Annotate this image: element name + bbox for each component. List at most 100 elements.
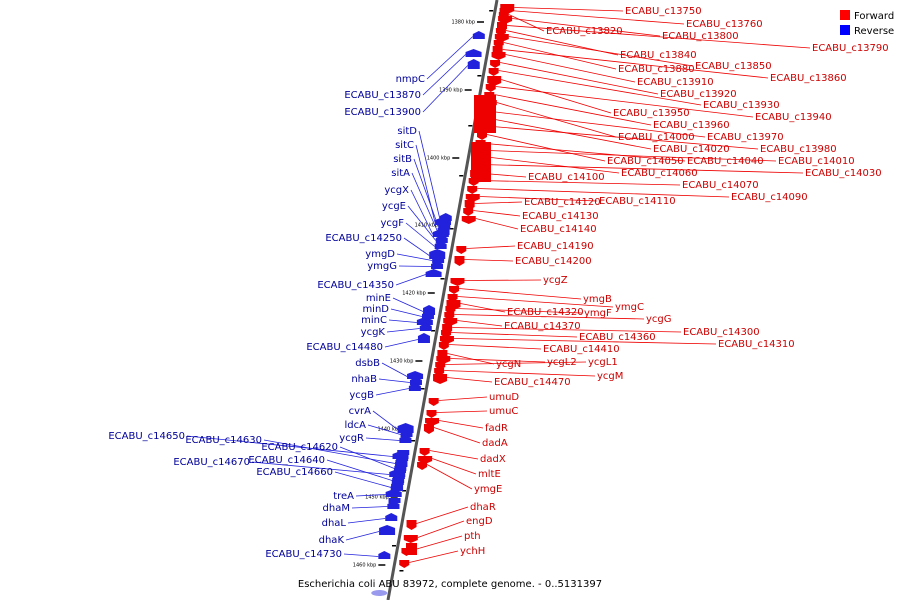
reverse-gene-label[interactable]: ECABU_c14620: [261, 442, 338, 453]
forward-gene-label[interactable]: dadA: [482, 438, 508, 449]
reverse-gene-label[interactable]: ECABU_c14730: [265, 549, 342, 560]
forward-gene-label[interactable]: ECABU_c13880: [618, 64, 695, 75]
reverse-gene-label[interactable]: ECABU_c14250: [325, 233, 402, 244]
reverse-gene-label[interactable]: ECABU_c14660: [256, 467, 333, 478]
forward-gene-label[interactable]: ECABU_c14300: [683, 327, 760, 338]
forward-gene-glyph[interactable]: [467, 186, 478, 194]
reverse-gene-block[interactable]: [389, 492, 402, 497]
reverse-gene-glyph[interactable]: [472, 31, 485, 39]
forward-gene-glyph[interactable]: [406, 520, 417, 530]
reverse-gene-label[interactable]: ECABU_c14670: [173, 457, 250, 468]
forward-gene-label[interactable]: ECABU_c14070: [682, 180, 759, 191]
forward-gene-glyph[interactable]: [485, 84, 496, 92]
forward-gene-label[interactable]: ECABU_c13850: [695, 61, 772, 72]
forward-gene-glyph[interactable]: [490, 60, 501, 68]
reverse-gene-glyph[interactable]: [397, 423, 414, 433]
forward-gene-glyph[interactable]: [423, 424, 434, 434]
reverse-gene-glyph[interactable]: [399, 435, 412, 443]
forward-gene-label[interactable]: ECABU_c14120: [524, 197, 601, 208]
forward-gene-label[interactable]: ymgF: [584, 308, 612, 319]
reverse-gene-block[interactable]: [390, 486, 403, 491]
reverse-gene-label[interactable]: ECABU_c13900: [344, 107, 421, 118]
forward-gene-label[interactable]: ECABU_c13760: [686, 19, 763, 30]
reverse-gene-glyph[interactable]: [400, 429, 413, 437]
reverse-gene-glyph[interactable]: [378, 551, 391, 559]
reverse-gene-label[interactable]: minD: [362, 304, 389, 315]
reverse-gene-block[interactable]: [393, 468, 406, 473]
reverse-gene-label[interactable]: ECABU_c14650: [108, 431, 185, 442]
reverse-gene-glyph[interactable]: [432, 255, 445, 263]
forward-gene-label[interactable]: ECABU_c13910: [637, 77, 714, 88]
forward-gene-label[interactable]: ECABU_c14110: [599, 196, 676, 207]
forward-gene-label[interactable]: ECABU_c14030: [805, 168, 882, 179]
forward-gene-label[interactable]: ECABU_c14360: [579, 332, 656, 343]
reverse-gene-glyph[interactable]: [435, 235, 448, 243]
forward-gene-label[interactable]: ycgL1: [588, 357, 618, 368]
reverse-gene-glyph[interactable]: [429, 249, 446, 259]
forward-gene-label[interactable]: ECABU_c14000: [618, 132, 695, 143]
forward-gene-label[interactable]: ycgM: [597, 371, 623, 382]
forward-gene-label[interactable]: ycgN: [496, 359, 521, 370]
forward-gene-glyph[interactable]: [477, 132, 488, 140]
forward-gene-block[interactable]: [474, 95, 496, 133]
forward-gene-glyph[interactable]: [419, 448, 430, 456]
forward-gene-label[interactable]: ECABU_c13750: [625, 6, 702, 17]
forward-gene-glyph[interactable]: [428, 398, 439, 406]
forward-gene-label[interactable]: ECABU_c13920: [660, 89, 737, 100]
reverse-gene-block[interactable]: [371, 590, 388, 596]
forward-gene-label[interactable]: ymgC: [615, 302, 644, 313]
forward-gene-label[interactable]: dadX: [480, 454, 506, 465]
forward-gene-label[interactable]: ECABU_c13960: [653, 120, 730, 131]
forward-gene-label[interactable]: pth: [464, 531, 481, 542]
forward-gene-glyph[interactable]: [487, 76, 502, 86]
forward-gene-label[interactable]: ECABU_c14190: [517, 241, 594, 252]
reverse-gene-label[interactable]: ycgX: [384, 185, 409, 196]
reverse-gene-label[interactable]: dsbB: [355, 358, 380, 369]
forward-gene-label[interactable]: ECABU_c13940: [755, 112, 832, 123]
reverse-gene-label[interactable]: ECABU_c14630: [185, 435, 262, 446]
forward-gene-glyph[interactable]: [433, 374, 448, 384]
reverse-gene-label[interactable]: dhaM: [323, 503, 350, 514]
reverse-gene-label[interactable]: dhaL: [322, 518, 347, 529]
reverse-gene-label[interactable]: cvrA: [349, 406, 372, 417]
reverse-gene-block[interactable]: [387, 504, 400, 509]
forward-gene-label[interactable]: ycgG: [646, 314, 672, 325]
forward-gene-label[interactable]: dhaR: [470, 502, 496, 513]
forward-gene-label[interactable]: ECABU_c14140: [520, 224, 597, 235]
forward-gene-glyph[interactable]: [464, 200, 475, 210]
forward-gene-glyph[interactable]: [403, 535, 418, 543]
forward-gene-label[interactable]: ECABU_c14060: [621, 168, 698, 179]
reverse-gene-label[interactable]: sitB: [393, 154, 412, 165]
reverse-gene-label[interactable]: ECABU_c13870: [344, 90, 421, 101]
reverse-gene-glyph[interactable]: [434, 241, 447, 249]
reverse-gene-label[interactable]: ycgK: [361, 327, 386, 338]
forward-gene-label[interactable]: ECABU_c14370: [504, 321, 581, 332]
forward-gene-label[interactable]: ECABU_c13950: [613, 108, 690, 119]
forward-gene-glyph[interactable]: [450, 278, 465, 286]
forward-gene-label[interactable]: ECABU_c13790: [812, 43, 889, 54]
reverse-gene-label[interactable]: ECABU_c14480: [306, 342, 383, 353]
reverse-gene-glyph[interactable]: [431, 261, 444, 269]
reverse-gene-label[interactable]: ymgD: [365, 249, 395, 260]
forward-gene-label[interactable]: ECABU_c13970: [707, 132, 784, 143]
reverse-gene-glyph[interactable]: [417, 333, 430, 343]
forward-gene-label[interactable]: fadR: [485, 423, 508, 434]
reverse-gene-label[interactable]: ycgE: [382, 201, 406, 212]
forward-gene-glyph[interactable]: [461, 216, 476, 224]
forward-gene-label[interactable]: ECABU_c13840: [620, 50, 697, 61]
forward-gene-label[interactable]: ychH: [460, 546, 485, 557]
reverse-gene-glyph[interactable]: [409, 377, 422, 385]
forward-gene-block[interactable]: [406, 543, 417, 555]
forward-gene-label[interactable]: ymgB: [583, 294, 612, 305]
forward-gene-label[interactable]: ECABU_c14010: [778, 156, 855, 167]
forward-gene-label[interactable]: ECABU_c14040: [687, 156, 764, 167]
forward-gene-label[interactable]: ECABU_c14020: [653, 144, 730, 155]
forward-gene-label[interactable]: ECABU_c14310: [718, 339, 795, 350]
reverse-gene-block[interactable]: [396, 456, 409, 461]
forward-gene-label[interactable]: umuD: [489, 392, 519, 403]
forward-gene-glyph[interactable]: [426, 410, 437, 418]
forward-gene-glyph[interactable]: [491, 52, 506, 60]
forward-gene-glyph[interactable]: [463, 208, 474, 216]
reverse-gene-label[interactable]: minC: [361, 315, 387, 326]
reverse-gene-label[interactable]: ECABU_c14350: [317, 280, 394, 291]
